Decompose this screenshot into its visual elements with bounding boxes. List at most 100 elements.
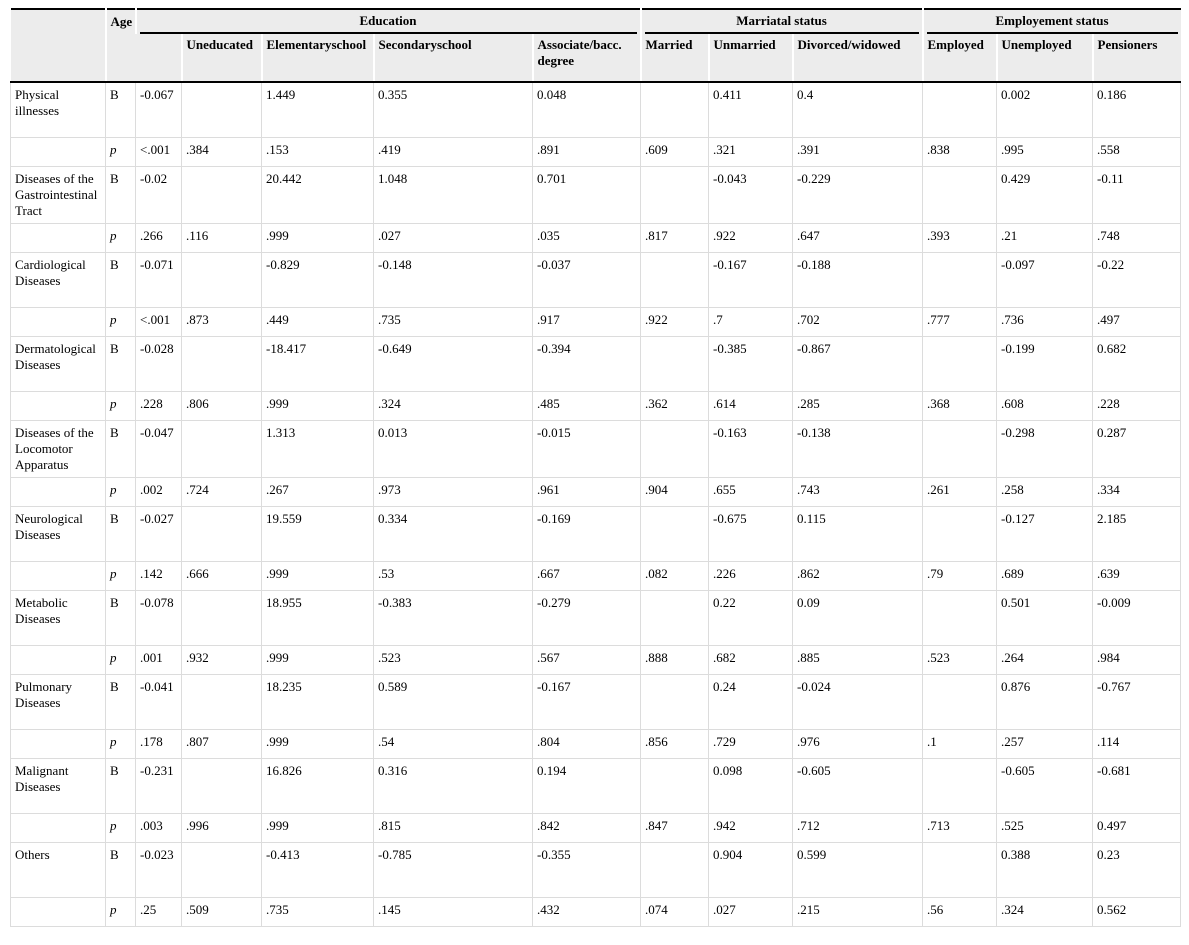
cell-b-unmarried: -0.167 [708, 252, 793, 308]
cell-b-uneducated [181, 81, 262, 138]
cell-p-married: .817 [640, 223, 709, 253]
row-label-blank [10, 729, 106, 759]
table-row-dermatological-diseases-b: Dermatological Diseases B -0.028 -18.417 -0.… [10, 336, 1182, 392]
cell-b-unmarried: 0.411 [708, 81, 793, 138]
cell-b-uneducated [181, 336, 262, 392]
cell-p-employed: .393 [922, 223, 997, 253]
cell-p-employed: .838 [922, 137, 997, 167]
cell-b-unemployed: 0.388 [996, 842, 1093, 898]
row-label-blank [10, 137, 106, 167]
cell-p-unemployed: .21 [996, 223, 1093, 253]
cell-b-associate-bacc-degree: 0.701 [532, 166, 641, 224]
cell-b-age: -0.02 [135, 166, 182, 224]
cell-p-elementaryschool: .153 [261, 137, 374, 167]
cell-p-unemployed: .324 [996, 897, 1093, 927]
cell-p-divorced-widowed: .743 [792, 477, 923, 507]
cell-b-employed [922, 166, 997, 224]
cell-p-elementaryschool: .999 [261, 645, 374, 675]
cell-b-unmarried: 0.22 [708, 590, 793, 646]
table-row-malignant-diseases-p: p .003.996.999.815.842.847.942.712.713.52… [10, 813, 1182, 843]
cell-b-unmarried: 0.904 [708, 842, 793, 898]
cell-p-secondaryschool: .145 [373, 897, 533, 927]
column-header-elementaryschool: Elementaryschool [260, 34, 374, 83]
column-group-marital-status-label: Marriatal status [644, 13, 919, 34]
cell-b-age: -0.023 [135, 842, 182, 898]
cell-p-elementaryschool: .999 [261, 391, 374, 421]
cell-b-uneducated [181, 420, 262, 478]
stat-label-p: p [105, 729, 136, 759]
stat-label-p: p [105, 223, 136, 253]
cell-p-unmarried: .655 [708, 477, 793, 507]
cell-b-elementaryschool: -0.829 [261, 252, 374, 308]
cell-b-pensioners: 0.186 [1091, 81, 1182, 138]
cell-b-employed [922, 842, 997, 898]
cell-p-age: <.001 [135, 137, 182, 167]
cell-b-unemployed: -0.605 [996, 758, 1093, 814]
cell-p-married: .082 [640, 561, 709, 591]
cell-p-elementaryschool: .999 [261, 561, 374, 591]
cell-p-associate-bacc-degree: .035 [532, 223, 641, 253]
cell-p-uneducated: .384 [181, 137, 262, 167]
cell-b-unemployed: 0.002 [996, 81, 1093, 138]
cell-p-uneducated: .873 [181, 307, 262, 337]
cell-p-age: .142 [135, 561, 182, 591]
cell-b-uneducated [181, 758, 262, 814]
cell-p-associate-bacc-degree: .667 [532, 561, 641, 591]
cell-b-married [640, 252, 709, 308]
table-row-diseases-of-the-gastrointestinal-tract-p: p .266.116.999.027.035.817.922.647.393.21… [10, 223, 1182, 253]
cell-b-age: -0.231 [135, 758, 182, 814]
cell-p-uneducated: .116 [181, 223, 262, 253]
cell-b-unmarried: -0.675 [708, 506, 793, 562]
table-row-metabolic-diseases-p: p .001.932.999.523.567.888.682.885.523.26… [10, 645, 1182, 675]
cell-p-age: .002 [135, 477, 182, 507]
cell-b-uneducated [181, 674, 262, 730]
stat-label-b: B [105, 674, 136, 730]
cell-p-unemployed: .258 [996, 477, 1093, 507]
cell-p-divorced-widowed: .215 [792, 897, 923, 927]
row-label-diseases-of-the-gastrointestinal-tract: Diseases of the Gastrointestinal Tract [10, 166, 106, 224]
cell-p-associate-bacc-degree: .842 [532, 813, 641, 843]
cell-b-elementaryschool: 18.955 [261, 590, 374, 646]
sub-header-blank-age-values [135, 34, 182, 83]
cell-b-secondaryschool: -0.383 [373, 590, 533, 646]
cell-b-associate-bacc-degree: -0.015 [532, 420, 641, 478]
cell-b-married [640, 674, 709, 730]
row-label-dermatological-diseases: Dermatological Diseases [10, 336, 106, 392]
cell-b-unmarried: 0.098 [708, 758, 793, 814]
cell-p-divorced-widowed: .862 [792, 561, 923, 591]
cell-b-uneducated [181, 166, 262, 224]
cell-b-unemployed: -0.298 [996, 420, 1093, 478]
cell-b-secondaryschool: -0.785 [373, 842, 533, 898]
cell-p-age: .003 [135, 813, 182, 843]
cell-b-employed [922, 420, 997, 478]
cell-p-employed: .79 [922, 561, 997, 591]
row-label-pulmonary-diseases: Pulmonary Diseases [10, 674, 106, 730]
cell-p-age: <.001 [135, 307, 182, 337]
cell-p-uneducated: .724 [181, 477, 262, 507]
cell-p-divorced-widowed: .885 [792, 645, 923, 675]
cell-b-uneducated [181, 252, 262, 308]
cell-b-secondaryschool: 0.013 [373, 420, 533, 478]
cell-b-pensioners: 0.682 [1091, 336, 1182, 392]
cell-b-age: -0.067 [135, 81, 182, 138]
column-group-marital-status: Marriatal status [639, 9, 923, 34]
row-label-neurological-diseases: Neurological Diseases [10, 506, 106, 562]
column-header-secondaryschool: Secondaryschool [372, 34, 533, 83]
cell-p-uneducated: .509 [181, 897, 262, 927]
cell-b-divorced-widowed: -0.024 [792, 674, 923, 730]
cell-p-unemployed: .608 [996, 391, 1093, 421]
cell-p-unmarried: .614 [708, 391, 793, 421]
cell-p-pensioners: .334 [1091, 477, 1182, 507]
cell-b-unemployed: 0.876 [996, 674, 1093, 730]
table-body: Physical illnesses B -0.067 1.449 0.355 0.048… [10, 81, 1182, 927]
table-row-neurological-diseases-b: Neurological Diseases B -0.027 19.559 0.334-… [10, 506, 1182, 562]
cell-b-elementaryschool: 20.442 [261, 166, 374, 224]
column-header-age: Age [104, 9, 136, 83]
cell-b-married [640, 336, 709, 392]
cell-b-elementaryschool: 1.313 [261, 420, 374, 478]
cell-p-married: .362 [640, 391, 709, 421]
cell-b-uneducated [181, 506, 262, 562]
stat-label-b: B [105, 506, 136, 562]
cell-p-unmarried: .942 [708, 813, 793, 843]
